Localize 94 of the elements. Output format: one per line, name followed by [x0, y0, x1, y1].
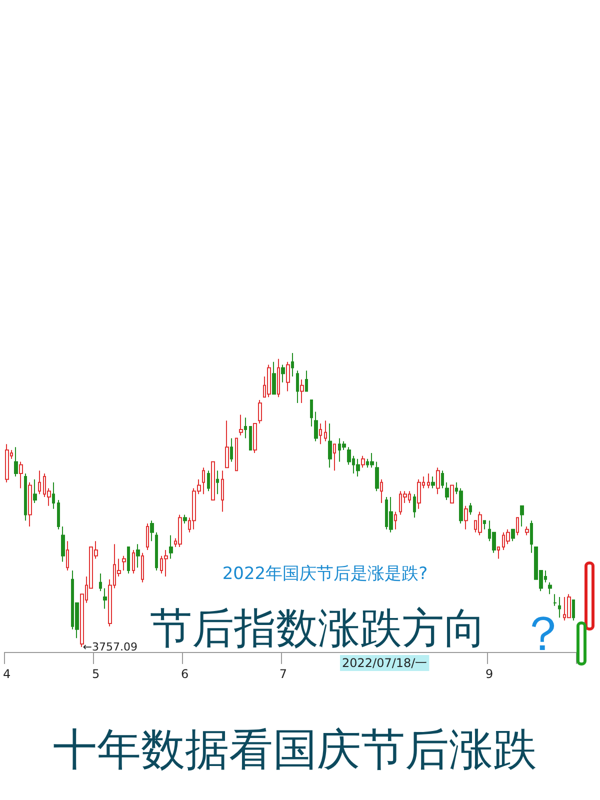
x-tick-label: 5	[92, 667, 100, 681]
candlestick	[235, 438, 238, 472]
x-tick-label: 9	[486, 667, 494, 681]
candlestick	[478, 511, 482, 536]
candlestick	[469, 502, 472, 516]
candlestick	[19, 461, 23, 489]
candlestick	[202, 467, 205, 495]
candlestick	[356, 458, 360, 477]
candlestick	[103, 588, 107, 610]
candlestick	[178, 514, 182, 548]
candlestick	[291, 352, 294, 378]
candlestick	[225, 420, 229, 468]
candlestick	[216, 470, 219, 495]
candlestick	[548, 582, 552, 595]
candlestick	[445, 482, 449, 500]
candlestick	[370, 452, 374, 468]
candlestick	[66, 540, 69, 572]
candlestick	[553, 594, 557, 606]
candlestick	[431, 476, 435, 489]
candlestick	[333, 444, 336, 472]
candlestick	[511, 528, 515, 542]
candlestick	[380, 478, 383, 504]
candlestick	[211, 461, 215, 500]
x-tick-label: 6	[181, 667, 189, 681]
annotation: ？	[519, 606, 567, 662]
candlestick	[14, 446, 18, 477]
candlestick	[413, 494, 416, 518]
candlestick	[33, 478, 37, 504]
candlestick	[530, 520, 533, 554]
candlestick	[5, 444, 9, 483]
candlestick	[450, 484, 454, 504]
candlestick	[24, 473, 27, 522]
candlestick	[141, 552, 144, 583]
candlestick	[230, 438, 233, 462]
candlestick	[207, 470, 210, 492]
candlestick	[57, 500, 60, 530]
candlestick	[324, 420, 327, 442]
candlestick	[127, 546, 130, 574]
annotation: 2022年国庆节后是涨是跌?	[222, 564, 428, 584]
candlestick	[122, 555, 126, 572]
candlestick	[52, 482, 55, 510]
candlestick	[286, 361, 290, 392]
candlestick	[305, 370, 308, 392]
candlestick	[441, 470, 444, 489]
candlestick	[183, 514, 187, 524]
candlestick	[497, 546, 500, 560]
text: 2022/07/18/一	[342, 656, 428, 670]
candlestick	[267, 364, 271, 398]
candlestick	[61, 526, 65, 562]
candlestick	[394, 511, 397, 530]
annotation: 节后指数涨跌方向	[150, 604, 486, 652]
x-tick-label: 7	[279, 667, 288, 681]
candlestick	[221, 470, 224, 512]
candlestick	[310, 400, 313, 427]
candlestick	[319, 423, 322, 445]
candlestick	[483, 520, 486, 530]
candlestick	[272, 361, 276, 395]
candlestick	[525, 526, 529, 536]
candlestick	[296, 370, 299, 404]
candlestick	[132, 549, 135, 574]
candlestick	[239, 414, 243, 436]
candlestick	[389, 496, 393, 533]
candlestick	[281, 364, 285, 383]
candlestick	[375, 461, 379, 492]
candlestick	[436, 467, 440, 495]
candlestick	[150, 520, 154, 542]
candlestick	[38, 470, 41, 495]
candlestick	[155, 532, 158, 572]
candlestick	[277, 358, 280, 398]
x-tick-label: 4	[2, 667, 11, 681]
candlestick	[300, 378, 304, 404]
annotation: ←3757.09	[82, 640, 138, 654]
candlestick	[28, 482, 32, 527]
candlestick	[516, 517, 519, 536]
candlestick	[99, 573, 102, 592]
candlestick	[314, 411, 318, 442]
candlestick	[558, 596, 561, 618]
candlestick	[169, 534, 173, 560]
candlestick	[520, 505, 524, 527]
candlestick	[328, 423, 332, 468]
candlestick	[249, 426, 252, 451]
candlestick	[244, 417, 247, 439]
candlestick	[146, 523, 149, 550]
candlestick	[572, 599, 575, 622]
candlestick	[164, 549, 168, 577]
text: 十年数据看国庆节后涨跌	[53, 724, 537, 776]
candlestick	[417, 478, 421, 510]
candlestick	[258, 400, 262, 424]
candlestick	[253, 423, 257, 454]
candlestick	[136, 544, 140, 568]
candlestick	[427, 473, 430, 489]
candlestick	[567, 594, 571, 618]
candlestick	[464, 505, 468, 530]
candlestick	[361, 455, 365, 468]
